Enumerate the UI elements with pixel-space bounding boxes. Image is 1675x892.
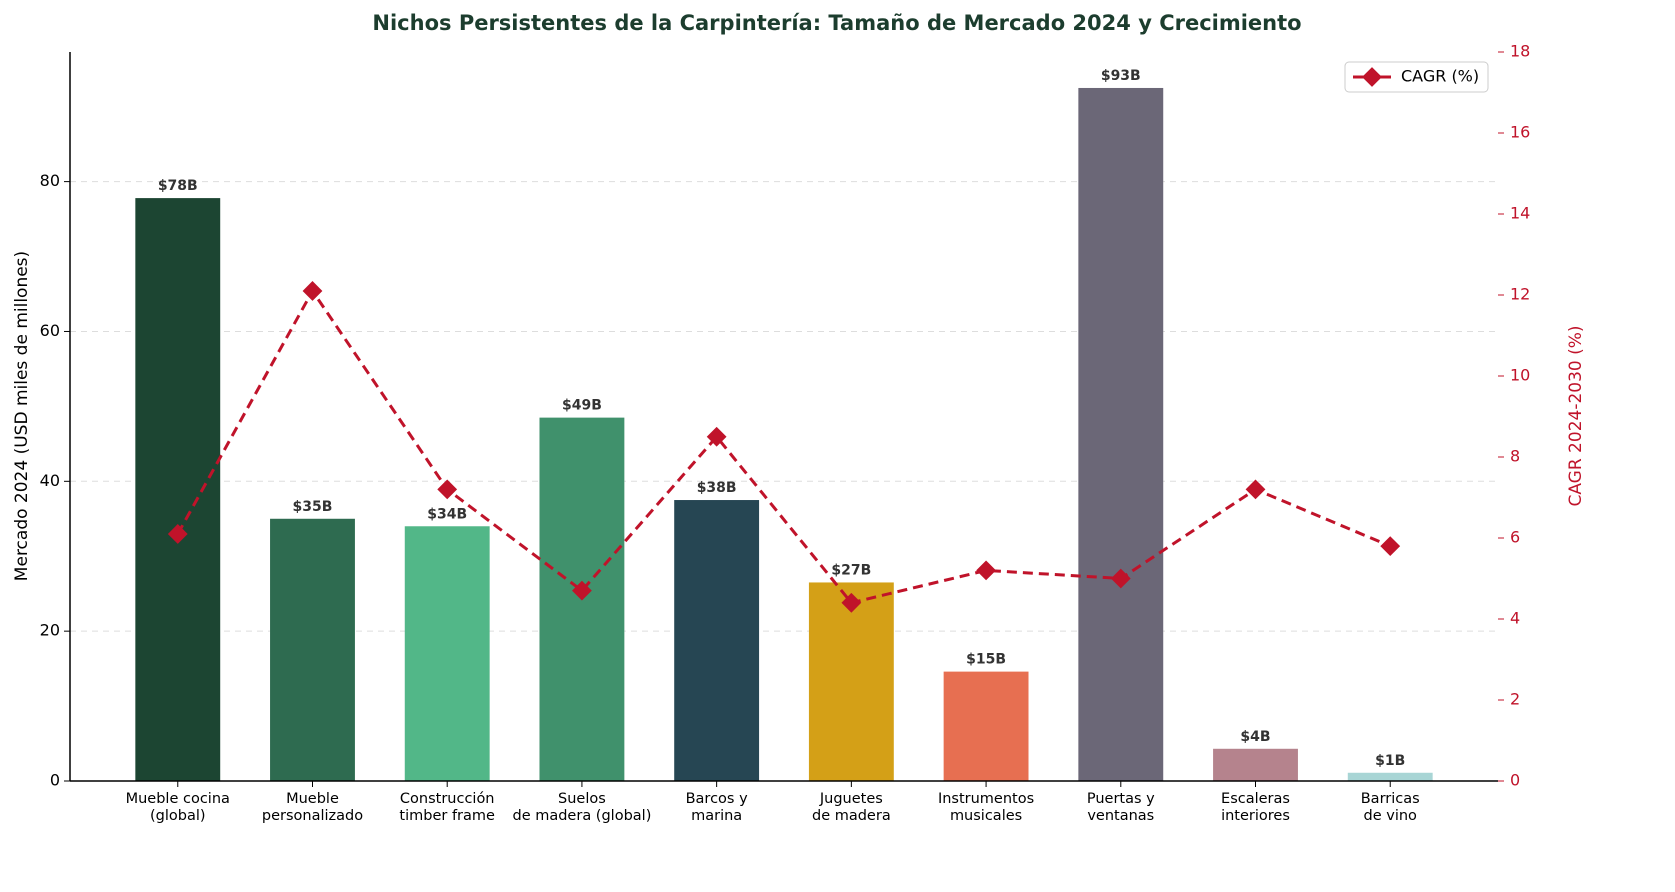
y-tick-label: 40 <box>40 471 60 490</box>
y2-tick-label: 4 <box>1510 609 1520 628</box>
legend-label: CAGR (%) <box>1401 67 1479 86</box>
bar <box>270 518 355 781</box>
bar <box>808 582 894 781</box>
x-tick-label: Juguetes de madera <box>812 791 891 824</box>
y2-tick-label: 6 <box>1510 528 1520 547</box>
bar <box>943 671 1029 781</box>
value-label: $93B <box>1101 68 1141 84</box>
y-tick-label: 80 <box>40 171 60 190</box>
marker <box>437 479 458 500</box>
y2-tick-label: 8 <box>1510 447 1520 466</box>
bar <box>1213 748 1298 781</box>
y2-tick-label: 18 <box>1510 42 1530 61</box>
line <box>176 288 1391 605</box>
y2-tick-label: 2 <box>1510 690 1520 709</box>
y2-tick-label: 14 <box>1510 204 1530 223</box>
value-label: $34B <box>427 506 467 522</box>
bar <box>135 198 221 782</box>
y-axis-label: Mercado 2024 (USD miles de millones) <box>12 251 32 581</box>
x-tick-label: Mueble cocina (global) <box>126 791 230 824</box>
x-tick-label: Puertas y ventanas <box>1087 791 1155 824</box>
y-tick-label: 0 <box>50 771 60 790</box>
x-tick-label: Construcción timber frame <box>399 791 495 824</box>
value-label: $4B <box>1240 729 1270 745</box>
x-tick-label: Escaleras interiores <box>1221 791 1290 824</box>
x-tick-label: Instrumentos musicales <box>938 791 1034 824</box>
legend-marker <box>1362 67 1382 87</box>
y2-tick-label: 0 <box>1510 771 1520 790</box>
legend-box <box>1344 61 1489 93</box>
marker <box>302 281 323 301</box>
y-tick-label: 60 <box>40 321 60 340</box>
marker <box>841 592 862 613</box>
y-tick-label: 20 <box>40 621 60 640</box>
y2-tick-label: 12 <box>1510 285 1530 304</box>
value-label: $49B <box>562 398 602 414</box>
bar <box>1078 87 1164 781</box>
value-label: $15B <box>966 652 1006 668</box>
x-tick-label: Suelos de madera (global) <box>512 791 651 824</box>
value-label: $1B <box>1375 753 1405 769</box>
marker <box>706 426 727 447</box>
y2-axis-label: CAGR 2024-2030 (%) <box>1566 325 1586 506</box>
x-tick-label: Barricas de vino <box>1361 791 1420 824</box>
chart-title: Nichos Persistentes de la Carpintería: T… <box>372 11 1301 35</box>
x-tick-label: Barcos y marina <box>686 791 748 824</box>
bar <box>674 500 760 781</box>
value-label: $35B <box>293 499 333 515</box>
y2-tick-label: 10 <box>1510 366 1530 385</box>
y2-tick-label: 16 <box>1510 123 1530 142</box>
value-label: $78B <box>158 178 198 194</box>
value-label: $27B <box>831 562 871 578</box>
marker <box>1245 479 1266 500</box>
marker <box>1110 568 1131 589</box>
marker <box>1380 536 1401 556</box>
bar <box>404 526 490 781</box>
bar <box>1347 772 1433 781</box>
marker <box>976 560 996 581</box>
marker <box>572 580 592 601</box>
x-tick-label: Mueble personalizado <box>262 791 363 824</box>
value-label: $38B <box>697 480 737 496</box>
